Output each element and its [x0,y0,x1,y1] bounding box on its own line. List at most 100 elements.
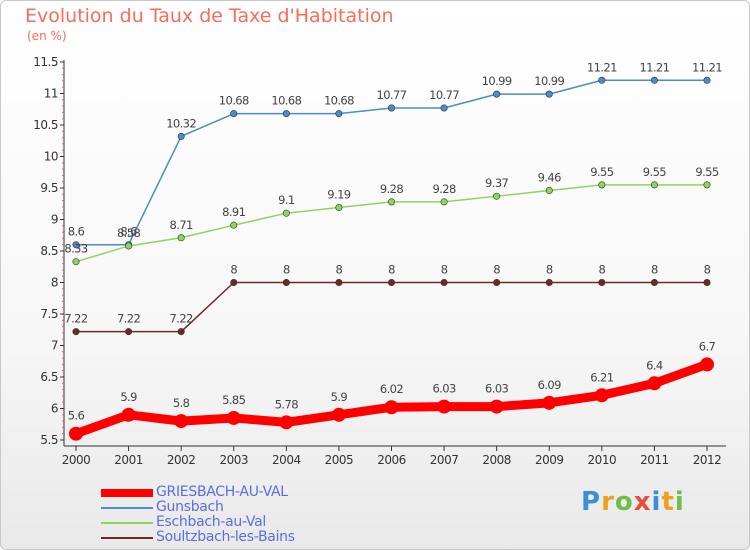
data-point [545,187,553,195]
x-tick-label: 2010 [588,453,617,467]
y-tick-label: 10.5 [33,118,58,132]
x-tick-label: 2003 [219,453,248,467]
logo-letter: i [674,487,685,517]
data-point [335,204,343,212]
data-point [437,399,452,414]
data-label: 9.1 [278,193,295,207]
data-point [387,278,395,286]
data-label: 8 [598,263,605,277]
y-tick-label: 7 [51,339,58,353]
data-label: 10.68 [271,94,301,108]
data-point [72,328,80,336]
data-point [177,234,185,242]
data-point [542,395,557,410]
y-tick-label: 8 [51,276,58,290]
data-label: 8 [441,263,448,277]
legend-swatch [101,537,153,539]
chart-title: Evolution du Taux de Taxe d'Habitation [25,5,394,27]
data-point [282,278,290,286]
x-tick-label: 2001 [114,453,143,467]
data-label: 8 [546,263,553,277]
y-tick-label: 9.5 [40,181,58,195]
logo-letter: r [601,487,615,517]
data-point [335,278,343,286]
series-layer [69,76,714,441]
data-point [650,76,658,84]
x-tick-label: 2011 [640,453,669,467]
data-point [335,110,343,118]
data-point [440,198,448,206]
y-tick-label: 8.5 [40,244,58,258]
data-point [72,258,80,266]
data-point [177,132,185,140]
data-label: 8.6 [120,225,137,239]
data-label: 9.28 [432,182,455,196]
chart-unit-label: (en %) [27,29,67,43]
data-point [174,414,189,429]
data-point [545,278,553,286]
x-tick-label: 2008 [482,453,511,467]
data-label: 10.68 [324,94,354,108]
data-point [331,407,346,422]
data-label: 5.9 [331,390,348,404]
data-point [650,181,658,189]
data-label: 9.19 [327,188,350,202]
data-point [387,198,395,206]
data-label: 8 [388,263,395,277]
data-point [125,242,133,250]
data-point [230,278,238,286]
data-label: 8 [704,263,711,277]
data-label: 6.21 [590,370,613,384]
data-label: 11.21 [587,60,617,74]
data-label: 10.77 [377,88,407,102]
data-point [493,90,501,98]
data-label: 10.68 [219,94,249,108]
x-tick-label: 2002 [167,453,196,467]
data-label: 8.58 [117,226,140,240]
x-tick-label: 2009 [535,453,564,467]
data-point [282,209,290,217]
data-point [703,76,711,84]
data-label: 10.99 [482,74,512,88]
legend-swatch [101,522,153,524]
legend-swatch [101,507,153,509]
y-tick-label: 7.5 [40,307,58,321]
x-tick-label: 2012 [693,453,722,467]
y-tick-label: 5.5 [40,433,58,447]
data-label: 8.33 [64,242,87,256]
data-label: 8 [493,263,500,277]
y-tick-label: 11.5 [33,55,58,69]
data-point [598,181,606,189]
data-point [650,278,658,286]
data-label: 9.28 [380,182,403,196]
legend-swatch [101,489,153,497]
legend-label: Soultzbach-les-Bains [156,529,295,545]
data-point [279,415,294,430]
data-label: 8 [336,263,343,277]
data-label: 8 [283,263,290,277]
data-label: 7.22 [170,312,193,326]
data-label: 8.91 [222,205,245,219]
data-point [598,278,606,286]
data-point [440,104,448,112]
x-tick-label: 2004 [272,453,301,467]
data-label: 5.6 [68,409,85,423]
legend-label: Gunsbach [156,499,224,515]
data-point [282,110,290,118]
data-label: 9.55 [590,165,613,179]
data-label: 6.09 [538,378,561,392]
data-label: 5.8 [173,396,190,410]
data-label: 6.03 [432,382,455,396]
data-label: 10.77 [429,88,459,102]
x-tick-label: 2007 [430,453,459,467]
data-label: 8 [230,263,237,277]
data-point [647,376,662,391]
logo-letter: i [651,487,662,517]
data-point [493,278,501,286]
data-point [384,400,399,415]
data-point [493,192,501,200]
data-point [230,110,238,118]
logo-letter: o [614,487,634,517]
